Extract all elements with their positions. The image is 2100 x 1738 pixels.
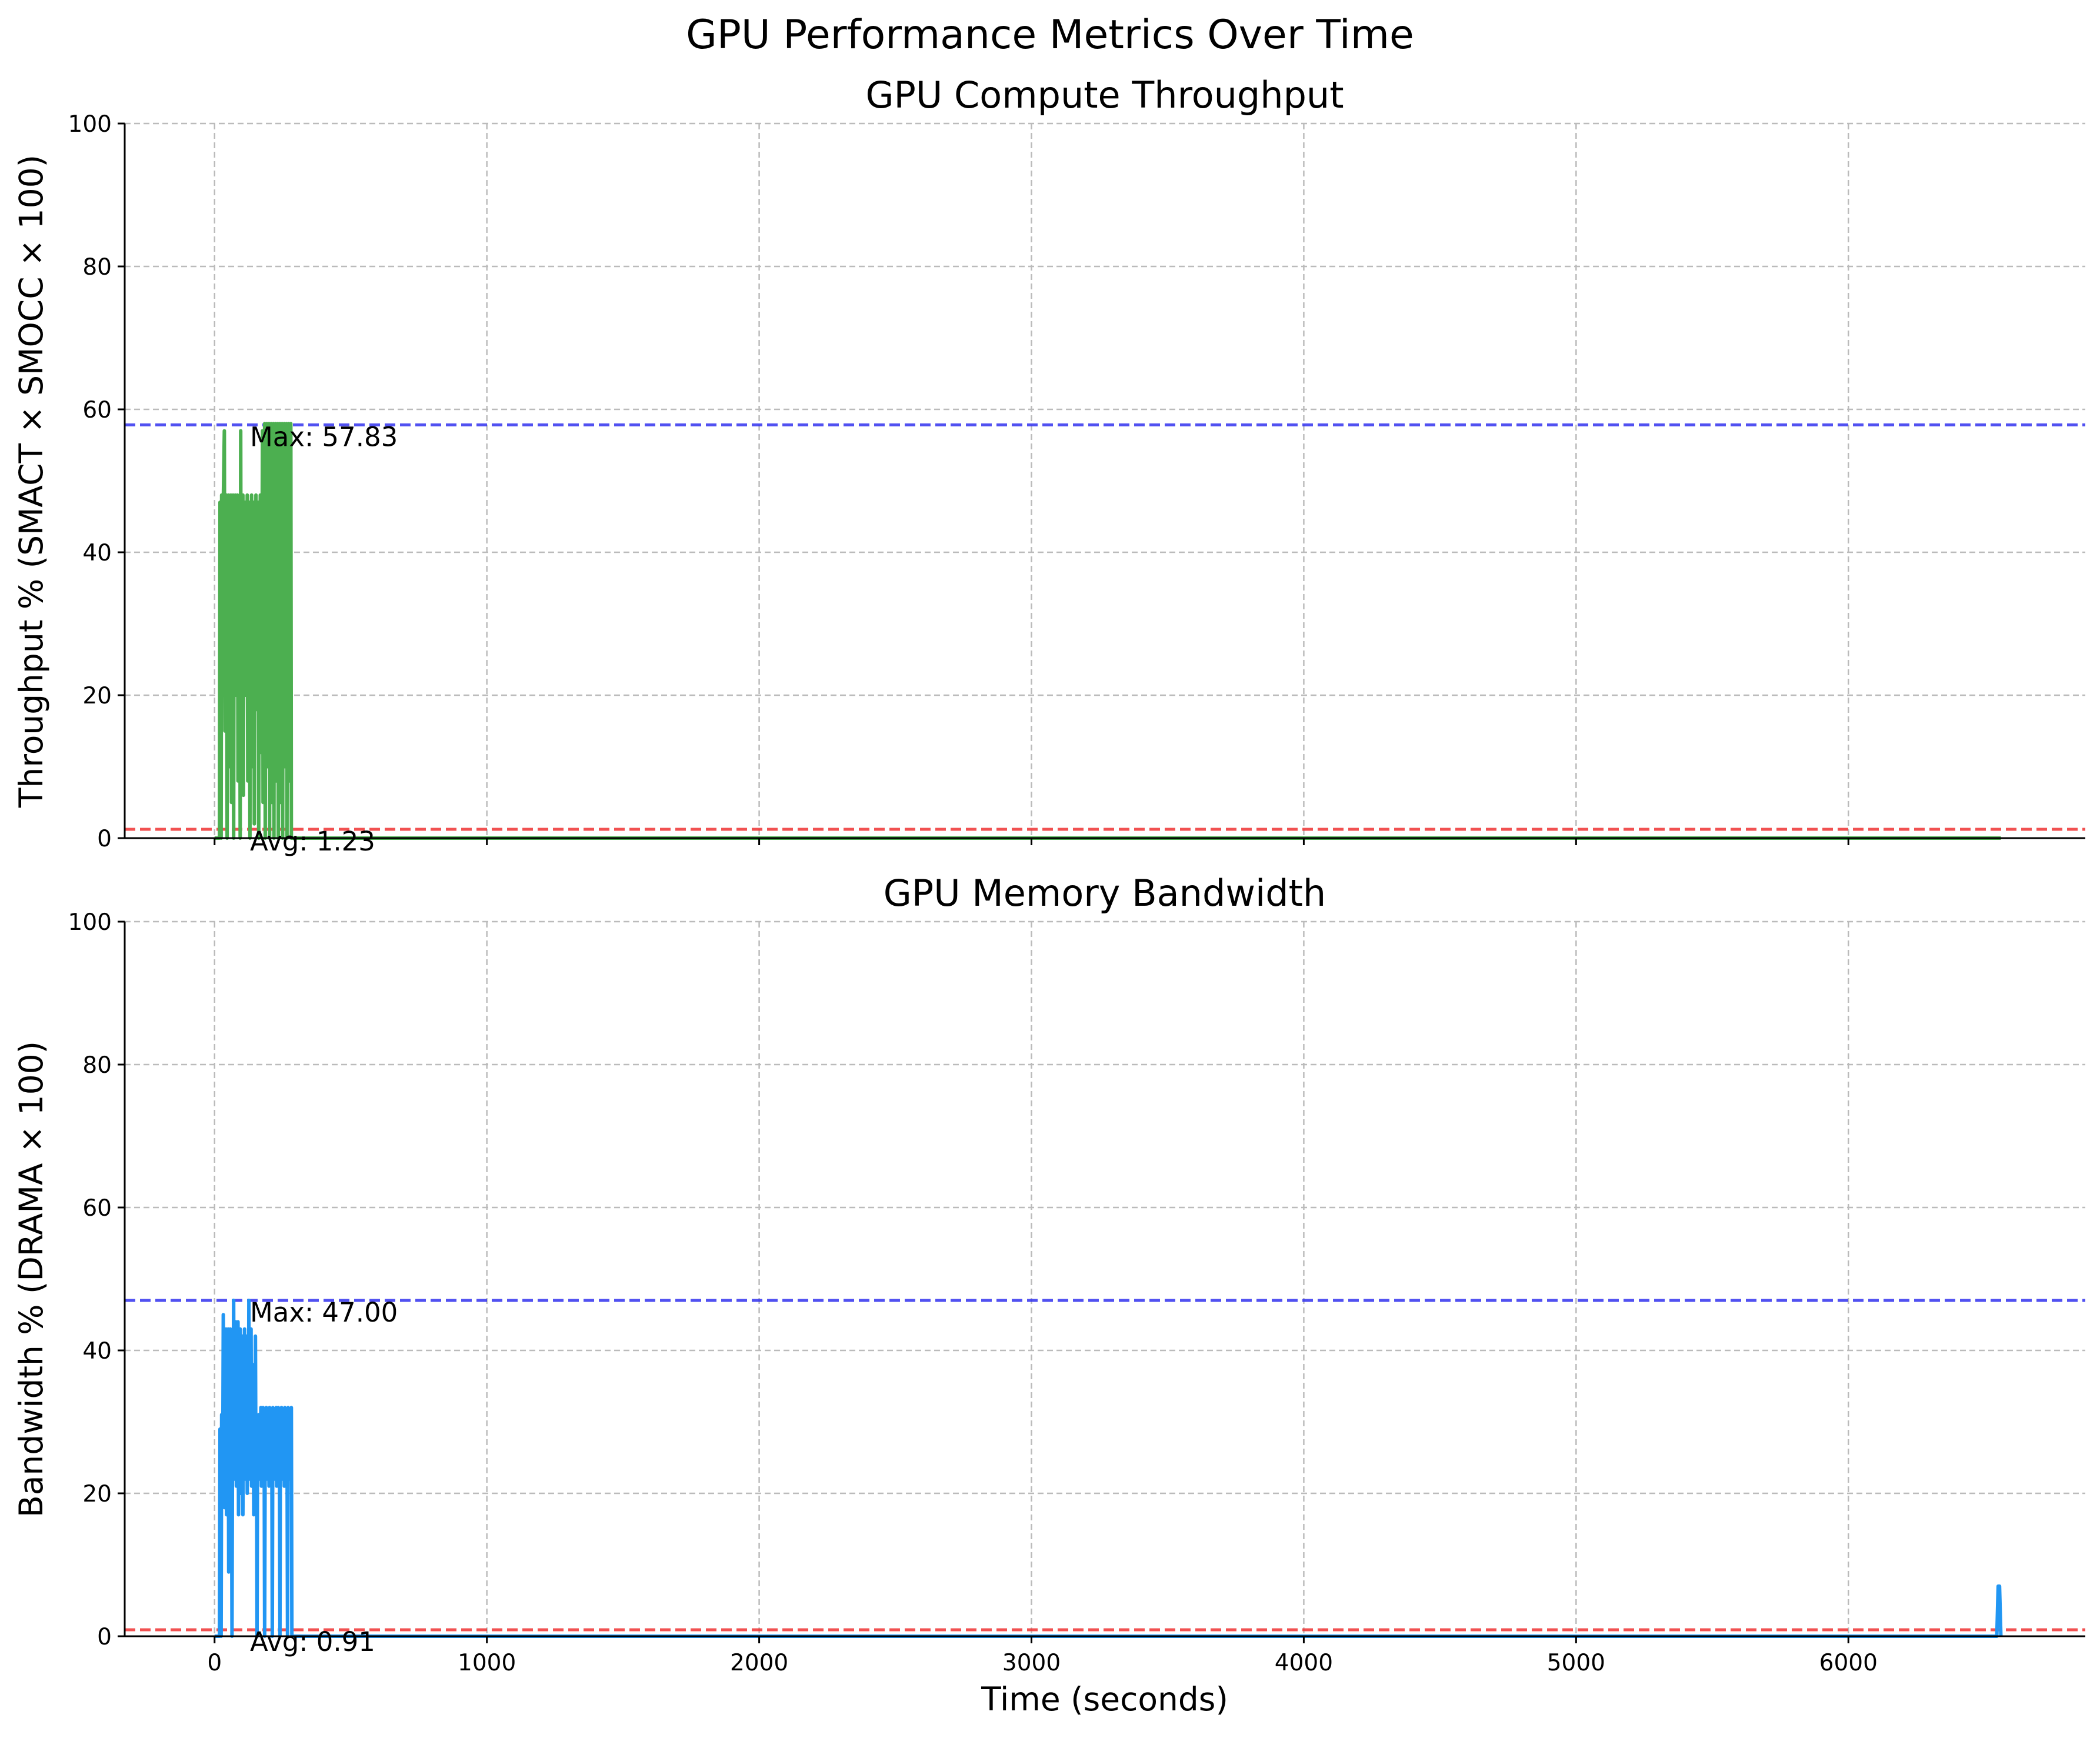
- throughput-series: [214, 422, 2001, 840]
- throughput-y-tick-label-1: 20: [82, 683, 112, 709]
- throughput-chart-title: GPU Compute Throughput: [865, 74, 1344, 116]
- bandwidth-x-axis-label: Time (seconds): [981, 1680, 1228, 1718]
- bandwidth-y-tick-label-5: 100: [68, 909, 112, 936]
- bandwidth-annotations: Max: 47.00 Avg: 0.91: [250, 1297, 398, 1657]
- throughput-y-axis-label: Throughput % (SMACT × SMOCC × 100): [12, 155, 50, 808]
- throughput-y-tick-label-5: 100: [68, 111, 112, 138]
- bandwidth-max-annotation: Max: 47.00: [250, 1297, 398, 1328]
- throughput-max-annotation: Max: 57.83: [250, 421, 398, 452]
- bandwidth-series: [214, 1298, 2003, 1638]
- bandwidth-x-tick-label-5: 5000: [1547, 1650, 1605, 1676]
- bandwidth-series-line-0: [214, 1298, 2003, 1638]
- bandwidth-x-tick-label-1: 1000: [458, 1650, 516, 1676]
- throughput-avg-annotation: Avg: 1.23: [250, 826, 375, 857]
- bandwidth-avg-annotation: Avg: 0.91: [250, 1626, 375, 1657]
- throughput-axes: [124, 124, 2085, 839]
- throughput-series-line-0: [214, 422, 2001, 840]
- throughput-y-tick-label-3: 60: [82, 397, 112, 423]
- throughput-reference-lines: [125, 423, 2085, 831]
- bandwidth-axes: [124, 922, 2085, 1637]
- bandwidth-x-tick-label-2: 2000: [730, 1650, 788, 1676]
- bandwidth-y-tick-label-4: 80: [82, 1052, 112, 1079]
- bandwidth-x-tick-label-6: 6000: [1819, 1650, 1878, 1676]
- figure-title: GPU Performance Metrics Over Time: [686, 12, 1414, 58]
- throughput-panel: GPU Compute Throughput Throughput % (SMA…: [12, 74, 2085, 857]
- bandwidth-y-tick-label-3: 60: [82, 1195, 112, 1222]
- bandwidth-reference-lines: [125, 1299, 2085, 1632]
- bandwidth-chart-title: GPU Memory Bandwidth: [884, 872, 1326, 915]
- throughput-y-tick-label-0: 0: [97, 826, 112, 852]
- bandwidth-x-tick-label-3: 3000: [1002, 1650, 1061, 1676]
- bandwidth-y-tick-label-2: 40: [82, 1338, 112, 1365]
- bandwidth-y-tick-label-0: 0: [97, 1624, 112, 1650]
- bandwidth-x-tick-label-0: 0: [207, 1650, 222, 1676]
- throughput-annotations: Max: 57.83 Avg: 1.23: [250, 421, 398, 857]
- bandwidth-panel: GPU Memory Bandwidth Bandwidth % (DRAMA …: [12, 872, 2085, 1718]
- throughput-y-tick-label-2: 40: [82, 540, 112, 566]
- bandwidth-y-axis-label: Bandwidth % (DRAMA × 100): [12, 1041, 50, 1517]
- throughput-ticks: 0 20 40 60 80 100: [68, 111, 1849, 852]
- throughput-y-tick-label-4: 80: [82, 254, 112, 281]
- bandwidth-x-tick-label-4: 4000: [1275, 1650, 1333, 1676]
- bandwidth-y-tick-label-1: 20: [82, 1481, 112, 1507]
